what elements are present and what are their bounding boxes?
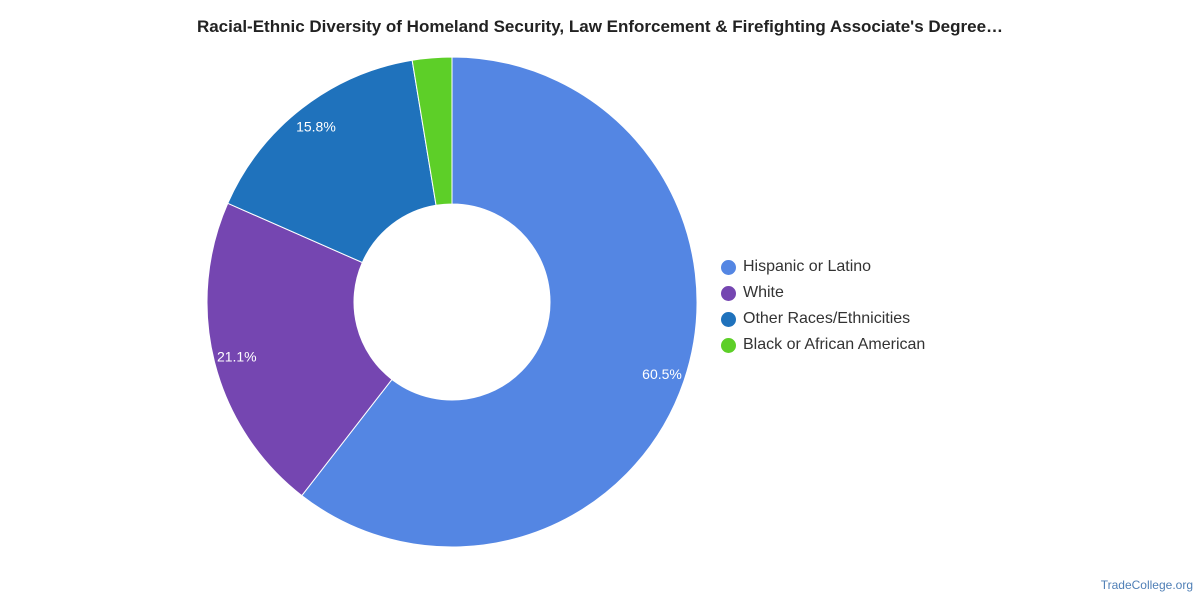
- slice-black-or-african-american[interactable]: [411, 56, 453, 206]
- slice-white[interactable]: [206, 202, 393, 497]
- slice-hispanic-or-latino[interactable]: [301, 56, 698, 548]
- legend-swatch: [721, 337, 736, 353]
- legend-item-black-or-african-american[interactable]: Black or African American: [721, 332, 925, 358]
- source-credit[interactable]: TradeCollege.org: [1100, 578, 1193, 592]
- slice-label-white: 21.1%: [217, 349, 257, 365]
- legend-label: Black or African American: [743, 336, 926, 353]
- legend-swatch: [721, 285, 736, 301]
- slice-other-races-ethnicities[interactable]: [227, 59, 437, 264]
- legend-item-other-races-ethnicities[interactable]: Other Races/Ethnicities: [721, 306, 925, 332]
- chart-title: Racial-Ethnic Diversity of Homeland Secu…: [196, 17, 1004, 36]
- chart-legend: Hispanic or Latino White Other Races/Ethni…: [721, 254, 925, 358]
- legend-item-hispanic-or-latino[interactable]: Hispanic or Latino: [721, 254, 925, 280]
- legend-label: White: [743, 284, 784, 301]
- legend-item-white[interactable]: White: [721, 280, 925, 306]
- legend-swatch: [721, 311, 736, 327]
- legend-swatch: [721, 259, 736, 275]
- legend-label: Other Races/Ethnicities: [743, 310, 911, 327]
- slice-label-other-races-ethnicities: 15.8%: [296, 119, 336, 135]
- legend-label: Hispanic or Latino: [743, 258, 872, 275]
- slice-label-hispanic-or-latino: 60.5%: [642, 366, 682, 382]
